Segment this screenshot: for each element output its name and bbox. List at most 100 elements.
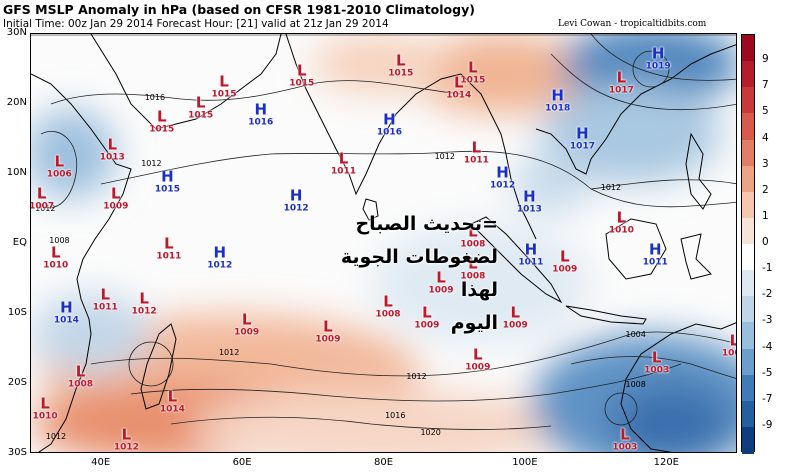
low-pressure-marker: L 1009 (552, 247, 578, 275)
high-pressure-marker: H 1012 (490, 165, 515, 191)
pressure-system-value: 1009 (502, 320, 528, 330)
colorbar-segment (742, 244, 754, 271)
low-pressure-marker: L 1012 (131, 291, 157, 317)
pressure-system-letter: L (75, 362, 86, 381)
pressure-system-letter: L (100, 285, 111, 304)
high-pressure-marker: H 1011 (643, 240, 668, 268)
colorbar-segment (742, 217, 754, 245)
pressure-system-value: 1009 (414, 320, 440, 330)
anomaly-negative-indochina (511, 154, 591, 214)
pressure-system-value: 1013 (516, 204, 542, 215)
pressure-system-letter: L (111, 184, 121, 202)
low-pressure-marker: L 1010 (33, 396, 58, 422)
isobar-value-label: 1020 (420, 428, 441, 437)
pressure-system-letter: H (523, 187, 536, 206)
pressure-system-value: 1009 (552, 264, 578, 274)
isobar-value-label: 1012 (406, 372, 427, 381)
low-pressure-marker: L 1015 (188, 95, 213, 121)
pressure-system-value: 1003 (644, 365, 670, 376)
colorbar-segment (742, 374, 754, 402)
pressure-system-letter: L (473, 345, 483, 363)
pressure-system-letter: L (510, 303, 521, 321)
borneo-coast (605, 218, 667, 280)
colorbar-tick-label: 9 (762, 53, 769, 66)
low-pressure-marker: L 1015 (289, 63, 314, 89)
pressure-system-letter: H (648, 240, 662, 258)
isobar-ring-australia (604, 392, 638, 426)
isobar-1020-south (170, 416, 552, 431)
isobars (40, 34, 736, 431)
arabic-annotation: =تحديث الصباح لضغوطات الجوية لهذا اليوم (316, 208, 498, 340)
sulawesi-coast (680, 233, 712, 280)
high-pressure-marker: H 1014 (54, 298, 79, 326)
low-pressure-marker: L 1006 (47, 154, 72, 180)
pressure-system-letter: H (651, 44, 665, 62)
pressure-system-value: 1008 (67, 379, 94, 390)
colorbar-segment (742, 270, 754, 297)
pressure-system-letter: H (60, 298, 73, 317)
pressure-system-value: 1017 (569, 141, 595, 152)
pressure-system-value: 1009 (315, 334, 341, 344)
high-pressure-marker: H 1019 (646, 44, 671, 72)
isobar-value-label: 1008 (625, 380, 646, 390)
pressure-system-value: 1015 (211, 89, 237, 99)
pressure-system-letter: L (468, 254, 478, 272)
low-pressure-marker: L 1008 (376, 294, 401, 320)
pressure-system-value: 1010 (43, 260, 69, 271)
pressure-system-value: 1015 (149, 124, 175, 134)
colorbar-tick-label: 5 (762, 105, 769, 118)
low-pressure-marker: L 1009 (429, 270, 454, 296)
chart-title: GFS MSLP Anomaly in hPa (based on CFSR 1… (3, 2, 475, 17)
pressure-system-value: 1009 (465, 362, 491, 372)
pressure-system-letter: L (616, 208, 627, 227)
pressure-system-letter: L (722, 333, 736, 348)
colorbar-segment (742, 296, 754, 323)
pressure-system-value: 1009 (103, 201, 129, 211)
longitude-label: 40E (91, 457, 111, 468)
low-pressure-marker: L 1015 (460, 60, 485, 86)
africa-coast (31, 73, 132, 452)
map-canvas (31, 34, 736, 452)
pressure-system-letter: L (422, 303, 432, 321)
pressure-system-value: 1011 (463, 155, 489, 166)
pressure-system-value: 1015 (388, 68, 414, 78)
pressure-system-value: 1009 (234, 327, 260, 337)
low-pressure-marker: L 1003 (644, 350, 670, 376)
pressure-system-letter: H (289, 186, 303, 205)
chart-subtitle: Initial Time: 00z Jan 29 2014 Forecast H… (3, 18, 389, 30)
isobar-value-label: 1012 (434, 151, 455, 161)
isobar-1016-south (130, 363, 682, 402)
pressure-system-value: 1013 (99, 152, 125, 162)
pressure-system-letter: L (468, 222, 478, 241)
high-pressure-marker: H 1012 (284, 186, 309, 214)
colorbar-segment (742, 61, 754, 88)
pressure-system-value: 1007 (30, 201, 55, 211)
colorbar-tick-label: -2 (762, 288, 773, 301)
pressure-system-letter: L (560, 247, 570, 265)
latitude-label: 30N (6, 27, 27, 38)
high-pressure-marker: H 1018 (545, 88, 570, 114)
sumatra-coast (470, 216, 563, 304)
pressure-system-value: 1011 (92, 302, 118, 313)
colorbar-tick-label: -3 (762, 314, 773, 327)
low-pressure-marker: L 1011 (156, 236, 181, 262)
pressure-system-letter: L (36, 184, 47, 202)
low-pressure-marker: L 1015 (211, 74, 237, 100)
annotation-line-1: =تحديث الصباح (355, 213, 498, 235)
map-panel: 1012 1016 1012 1008 1012 1012 1016 1020 1012 1012… (30, 33, 737, 453)
anomaly-negative-central (371, 224, 591, 344)
isobar-value-label: 1012 (218, 347, 240, 357)
low-pressure-marker: L 1011 (463, 140, 489, 166)
isobar-value-label: 1016 (144, 93, 166, 103)
colorbar-tick-label: 3 (762, 157, 769, 170)
anomaly-negative-east (541, 84, 721, 184)
pressure-system-value: 1016 (376, 127, 402, 138)
australia-coast (620, 322, 736, 452)
low-pressure-marker: L 1017 (609, 70, 634, 96)
low-pressure-marker: L 1008 (460, 222, 485, 250)
java-coast (565, 305, 647, 325)
anomaly-positive-himalaya (411, 34, 591, 114)
pressure-system-value: 1012 (131, 306, 157, 316)
isobar-value-label: 1012 (35, 204, 56, 213)
coastlines (31, 34, 736, 452)
